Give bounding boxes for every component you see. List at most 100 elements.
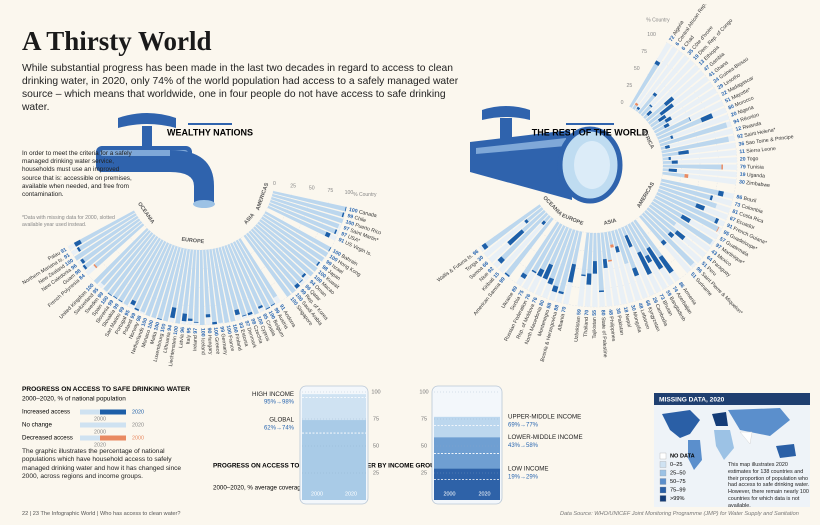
country-name: Thailand	[583, 317, 590, 337]
country-name: Rwanda	[742, 121, 762, 131]
country-value: 97	[243, 320, 250, 327]
country-value: 100	[199, 328, 205, 337]
tick-label: 75	[641, 49, 647, 55]
country-name: Chile	[353, 215, 366, 224]
bar	[82, 220, 143, 270]
country-value: 100	[293, 293, 303, 304]
bar	[221, 246, 247, 317]
change-segment	[646, 246, 664, 270]
country-value: 29	[717, 83, 725, 91]
change-segment	[663, 96, 675, 107]
legend-text: The graphic illustrates the percentage o…	[22, 448, 182, 481]
country-label: 90 Hungary	[205, 328, 213, 356]
change-segment	[607, 259, 612, 262]
bar	[181, 249, 194, 322]
country-value: 97	[714, 243, 722, 251]
country-label: 30 Mongolia	[629, 305, 642, 334]
country-value: 99	[97, 291, 105, 299]
country-value: 100	[154, 321, 162, 331]
bar	[187, 249, 197, 322]
bar	[253, 226, 307, 278]
footnote: *Data with missing data for 2000, slotte…	[22, 215, 115, 228]
country-value: 89	[511, 285, 519, 293]
bar	[73, 210, 136, 247]
bar	[261, 216, 325, 262]
change-segment	[586, 273, 592, 285]
bar	[604, 231, 612, 261]
tick-label: 25	[627, 83, 633, 89]
country-name: State of Palestine	[599, 317, 607, 358]
tick-label: 50	[373, 443, 379, 449]
map-legend-label: 75–99	[670, 487, 686, 493]
change-segment	[717, 190, 724, 197]
section-title: WEALTHY NATIONS	[167, 127, 253, 137]
country-value: 94	[308, 279, 316, 287]
bar	[658, 185, 717, 209]
map-legend-swatch	[659, 478, 667, 485]
bar	[227, 243, 259, 315]
bar	[224, 245, 253, 316]
bar	[551, 229, 576, 293]
country-value: 64	[705, 255, 713, 263]
country-value: 100	[224, 325, 231, 335]
bar	[76, 213, 137, 252]
country-value: 73	[657, 293, 665, 301]
country-label: 18 Nepal	[621, 306, 631, 328]
bar-track	[660, 128, 734, 150]
bar	[536, 225, 566, 277]
bar	[80, 218, 141, 264]
intro: While substantial progress has been made…	[22, 63, 459, 113]
change-segment	[634, 102, 639, 107]
country-value: 80	[728, 104, 736, 112]
change-segment	[668, 168, 677, 173]
country-name: Ireland	[193, 335, 199, 351]
country-value: 100	[331, 249, 342, 259]
group-name: HIGH INCOME	[252, 391, 294, 398]
bar	[641, 212, 695, 266]
country-label: 99 Chile	[346, 214, 366, 225]
change-segment	[247, 311, 253, 316]
change-segment	[107, 292, 112, 297]
region-label: EUROPE	[181, 237, 205, 245]
source: Data Source: WHO/UNICEF Joint Monitoring…	[560, 511, 799, 517]
country-value: 67	[728, 216, 736, 224]
change-segment	[657, 114, 667, 123]
country-value: 99	[499, 277, 507, 285]
country-name: Mongolia	[631, 311, 642, 333]
country-name: Niue	[479, 271, 491, 283]
country-value: 68	[643, 300, 651, 308]
bar	[235, 239, 276, 307]
faucet-rest	[470, 106, 623, 204]
group-name: GLOBAL	[269, 417, 294, 424]
region-label: AFRICA	[641, 129, 655, 150]
country-label: 48 Lebanon	[636, 302, 650, 330]
faucet-wealthy	[96, 113, 215, 208]
change-segment	[73, 239, 82, 247]
bar	[107, 234, 156, 297]
country-name: Sierra Leone	[746, 146, 776, 155]
bar	[170, 248, 187, 319]
glass-chart: UPPER-MIDDLE INCOME 69%→77% LOWER-MIDDLE I…	[419, 385, 583, 505]
map-legend-label: >99%	[670, 496, 684, 502]
country-label: 11 Sierra Leone	[739, 146, 776, 155]
change-segment	[524, 219, 529, 224]
country-value: 80	[599, 310, 605, 316]
country-value: 92	[737, 134, 744, 141]
country-value: 51	[700, 261, 708, 269]
change-segment	[714, 217, 720, 224]
country-label: Ireland 97	[193, 328, 200, 351]
glass-chart: HIGH INCOME 95%→98% GLOBAL 62%→74% 25 50 75 100…	[252, 385, 381, 505]
country-label: 97 USA*	[340, 232, 361, 245]
country-value: 96	[694, 267, 702, 275]
bar	[639, 214, 667, 246]
change-segment	[507, 229, 525, 246]
bar	[232, 241, 271, 310]
map-legend-label: NO DATA	[670, 453, 695, 459]
x-label: 2020	[345, 491, 357, 497]
country-name: Tunisia	[747, 165, 764, 171]
country-value: 97	[340, 232, 348, 240]
country-value: 100	[266, 310, 275, 321]
region-label: ASIA	[603, 218, 617, 227]
change-segment	[299, 279, 304, 284]
